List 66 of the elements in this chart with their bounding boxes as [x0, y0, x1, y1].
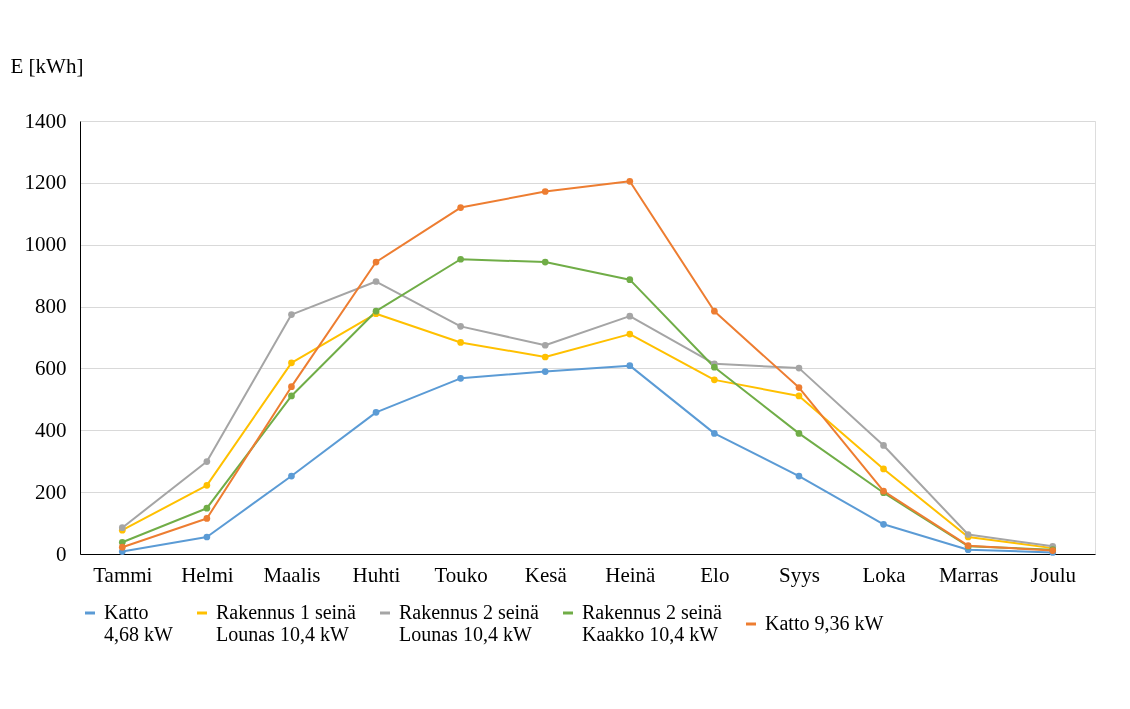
point: [541, 258, 549, 266]
y-tick-label: 0: [56, 541, 67, 566]
y-tick-label: 200: [35, 479, 67, 504]
point: [372, 278, 380, 285]
point: [880, 442, 887, 449]
point: [626, 312, 634, 320]
x-tick-label: Marras: [938, 562, 999, 587]
legend-label: Katto 4,68 kW: [104, 601, 173, 645]
point: [457, 339, 464, 346]
legend-label: Rakennus 1 seinä Lounas 10,4 kW: [216, 601, 357, 645]
x-tick-label: Heinä: [605, 562, 657, 587]
point: [288, 311, 295, 318]
point: [203, 481, 211, 489]
x-tick-label: Loka: [862, 562, 907, 587]
x-tick-label: Touko: [434, 562, 488, 587]
x-tick-label: Syys: [779, 562, 820, 587]
point: [880, 465, 887, 473]
y-tick-label: 400: [35, 417, 67, 442]
y-tick-label: 1000: [24, 232, 67, 257]
point: [795, 430, 803, 437]
point: [541, 368, 549, 375]
point: [203, 458, 211, 465]
point: [795, 364, 803, 372]
y-tick-label: 1400: [24, 108, 67, 133]
point: [203, 504, 211, 512]
point: [711, 376, 718, 384]
y-axis-title: E [kWh]: [10, 53, 84, 78]
legend-label: Katto 9,36 kW: [765, 612, 884, 634]
x-tick-label: Helmi: [181, 562, 234, 587]
point: [626, 177, 634, 185]
point: [795, 392, 803, 400]
point: [795, 472, 803, 480]
point: [203, 533, 211, 541]
point: [288, 392, 295, 400]
legend-label: Rakennus 2 seinä Lounas 10,4 kW: [399, 601, 540, 645]
x-tick-label: Tammi: [93, 562, 153, 587]
point: [372, 409, 380, 416]
x-tick-label: Maalis: [263, 562, 321, 587]
point: [203, 515, 211, 522]
x-tick-label: Elo: [700, 562, 730, 587]
x-tick-label: Kesä: [524, 562, 568, 587]
legend-label: Rakennus 2 seinä Kaakko 10,4 kW: [582, 601, 723, 645]
point: [288, 359, 295, 367]
point: [880, 520, 887, 528]
x-tick-label: Joulu: [1030, 562, 1077, 587]
point: [457, 323, 464, 330]
point: [118, 543, 126, 551]
point: [711, 307, 718, 315]
point: [541, 341, 549, 349]
point: [626, 276, 634, 284]
point: [626, 362, 634, 369]
point: [288, 383, 295, 391]
point: [288, 472, 295, 480]
point: [795, 384, 803, 391]
point: [457, 374, 464, 382]
point: [541, 353, 549, 361]
y-tick-label: 600: [35, 355, 67, 380]
point: [711, 430, 718, 437]
y-tick-label: 1200: [24, 170, 67, 195]
point: [541, 188, 549, 195]
point: [457, 255, 464, 263]
y-tick-label: 800: [35, 294, 67, 319]
point: [372, 258, 380, 266]
x-tick-label: Huhti: [352, 562, 401, 587]
point: [626, 330, 634, 338]
point: [457, 204, 464, 211]
